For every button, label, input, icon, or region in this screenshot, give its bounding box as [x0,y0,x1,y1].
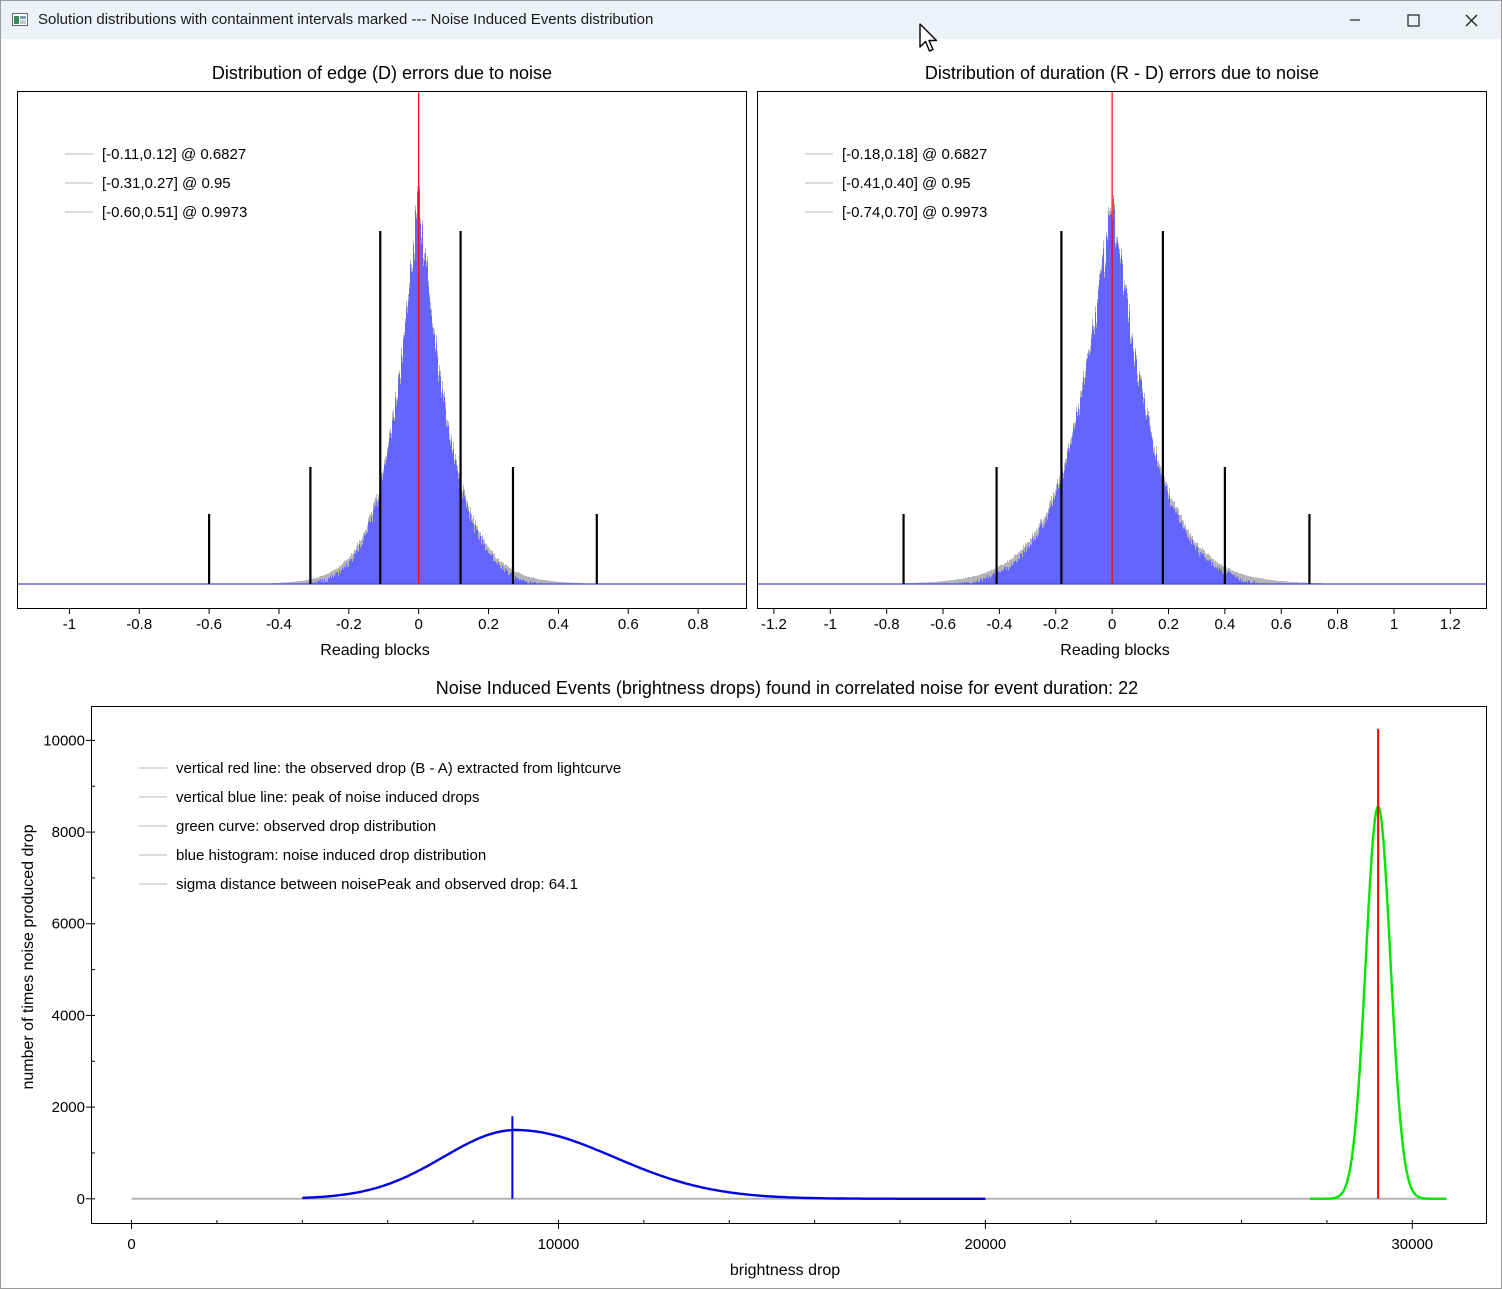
y-tick-label: 0 [77,1191,85,1208]
x-tick-label: 20000 [965,1236,1007,1253]
x-tick-label: 30000 [1391,1236,1433,1253]
duration-error-plot: Distribution of duration (R - D) errors … [757,63,1487,659]
x-tick-label: -0.2 [336,616,362,633]
x-tick-label: 0.6 [618,616,639,633]
x-tick-label: 10000 [538,1236,580,1253]
x-tick-label: 0.4 [548,616,569,633]
x-tick-label: 0.6 [1271,616,1292,633]
close-icon [1465,14,1477,26]
x-tick-label: 0.4 [1214,616,1235,633]
y-tick-label: 8000 [52,824,85,841]
x-tick-label: 0 [1108,616,1116,633]
legend-entry: [-0.18,0.18] @ 0.6827 [842,146,987,163]
y-axis-label: number of times noise produced drop [20,824,37,1089]
x-tick-label: -0.8 [874,616,900,633]
legend-entry: [-0.60,0.51] @ 0.9973 [102,204,247,221]
x-tick-label: -0.4 [986,616,1012,633]
x-tick-label: 0 [127,1236,135,1253]
minimize-icon [1350,19,1360,21]
legend-entry: [-0.74,0.70] @ 0.9973 [842,204,987,221]
x-tick-label: -1.2 [761,616,787,633]
x-tick-label: 0.2 [1158,616,1179,633]
legend-entry: [-0.31,0.27] @ 0.95 [102,175,231,192]
legend-entry: [-0.41,0.40] @ 0.95 [842,175,971,192]
x-tick-label: -0.8 [126,616,152,633]
chart-title: Distribution of edge (D) errors due to n… [212,63,552,83]
x-tick-label: 0 [415,616,423,633]
x-tick-label: 0.8 [1327,616,1348,633]
y-tick-label: 6000 [52,916,85,933]
x-axis-label: brightness drop [730,1262,840,1279]
x-tick-label: -0.6 [196,616,222,633]
edge-error-plot: Distribution of edge (D) errors due to n… [17,63,747,659]
maximize-button[interactable] [1384,1,1442,39]
legend-entry: sigma distance between noisePeak and obs… [176,876,578,893]
x-tick-label: -0.4 [266,616,292,633]
close-button[interactable] [1442,1,1500,39]
legend-entry: vertical blue line: peak of noise induce… [176,789,480,806]
legend-entry: vertical red line: the observed drop (B … [176,760,621,777]
x-tick-label: 0.8 [688,616,709,633]
y-tick-label: 10000 [43,732,85,749]
x-tick-label: -0.6 [930,616,956,633]
noise-distribution-curve [302,1128,986,1200]
chart-title: Distribution of duration (R - D) errors … [925,63,1319,83]
chart-title: Noise Induced Events (brightness drops) … [436,678,1138,698]
legend-entry: [-0.11,0.12] @ 0.6827 [102,146,246,163]
x-axis-label: Reading blocks [1060,642,1169,659]
y-tick-label: 2000 [52,1099,85,1116]
x-tick-label: -1 [824,616,837,633]
y-tick-label: 4000 [52,1007,85,1024]
app-window-icon [12,13,28,26]
x-tick-label: -1 [63,616,76,633]
plot-frame [91,706,1487,1224]
plot-area: Distribution of edge (D) errors due to n… [17,63,1487,1279]
window-title: Solution distributions with containment … [38,11,654,28]
mouse-pointer-icon [919,23,938,52]
x-tick-label: 0.2 [478,616,499,633]
x-tick-label: -0.2 [1043,616,1069,633]
minimize-button[interactable] [1326,1,1384,39]
x-axis-label: Reading blocks [320,642,429,659]
legend-entry: green curve: observed drop distribution [176,818,436,835]
maximize-icon [1406,13,1420,27]
noise-events-plot: Noise Induced Events (brightness drops) … [20,678,1487,1279]
x-tick-label: 1 [1390,616,1398,633]
title-bar[interactable]: Solution distributions with containment … [1,1,1501,39]
legend-entry: blue histogram: noise induced drop distr… [176,847,486,864]
x-tick-label: 1.2 [1440,616,1461,633]
